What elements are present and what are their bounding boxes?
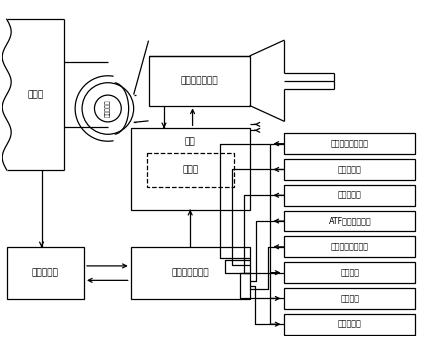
Bar (284, 211, 415, 232)
Text: 水温传感器: 水温传感器 (338, 191, 362, 200)
Text: 节气门位置传感器: 节气门位置传感器 (331, 139, 369, 148)
Text: 档位开关: 档位开关 (340, 268, 360, 277)
Bar (130, 128, 250, 210)
Bar (284, 159, 415, 180)
Text: 自动变速器电脑: 自动变速器电脑 (171, 269, 209, 278)
Text: 发动机: 发动机 (27, 90, 43, 99)
Bar (284, 262, 415, 283)
Bar (130, 247, 250, 299)
Text: 车速传感器: 车速传感器 (338, 165, 362, 174)
Text: 制动灯开关: 制动灯开关 (338, 320, 362, 329)
Bar (284, 314, 415, 335)
Text: 液力变矩器: 液力变矩器 (105, 100, 110, 117)
Text: 阀板: 阀板 (185, 138, 196, 147)
Bar (284, 288, 415, 309)
Text: ATF油温度传感器: ATF油温度传感器 (329, 217, 371, 225)
Bar (284, 237, 415, 257)
Text: 发动机电脑: 发动机电脑 (32, 269, 59, 278)
Bar (7, 247, 84, 299)
Text: 电磁阀: 电磁阀 (182, 165, 198, 175)
Text: 行星齿轮变速器: 行星齿轮变速器 (180, 76, 218, 85)
Bar (284, 133, 415, 154)
Bar (147, 153, 234, 187)
Text: 模式开关: 模式开关 (340, 294, 360, 303)
Bar (284, 185, 415, 206)
Bar (148, 56, 250, 105)
Text: 发动机转速传感器: 发动机转速传感器 (331, 242, 369, 251)
